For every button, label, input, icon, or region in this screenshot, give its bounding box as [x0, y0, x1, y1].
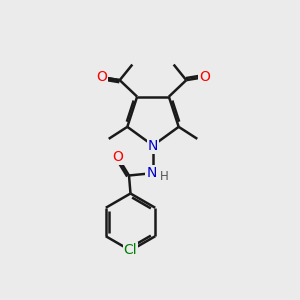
Text: O: O: [96, 70, 107, 84]
Text: N: N: [148, 139, 158, 152]
Text: O: O: [112, 150, 123, 164]
Text: N: N: [146, 166, 157, 180]
Text: H: H: [160, 170, 168, 183]
Text: O: O: [199, 70, 210, 84]
Text: Cl: Cl: [124, 244, 137, 257]
